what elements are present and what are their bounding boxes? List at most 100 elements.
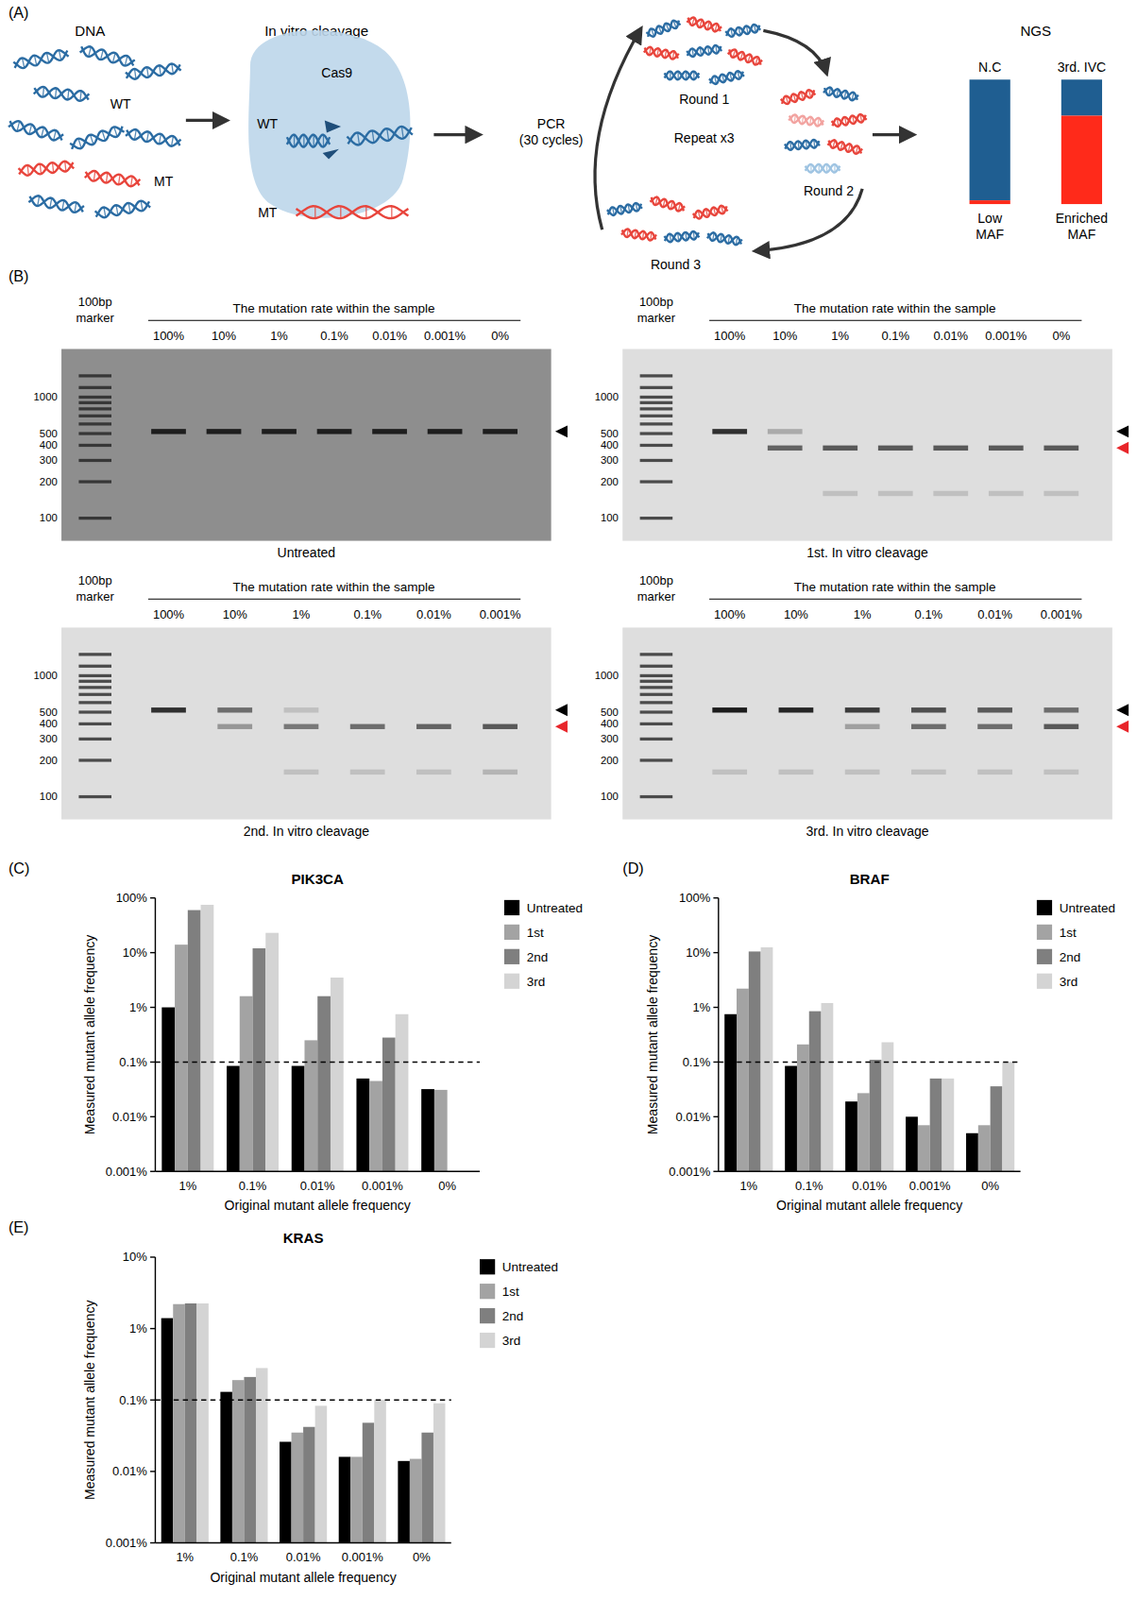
gel-header: The mutation rate within the sample (233, 301, 436, 316)
lane-label: 10% (783, 607, 809, 622)
helix-rung (387, 128, 390, 141)
bar (917, 1124, 931, 1171)
dna-helix (686, 16, 723, 34)
gel-band (1043, 445, 1079, 451)
label: LowMAF (975, 210, 1004, 242)
bar (239, 996, 254, 1172)
size-label: 400 (600, 439, 619, 451)
lane-label: 0.001% (424, 328, 466, 343)
helix-strand (79, 44, 136, 68)
legend-label: 3rd (1059, 974, 1079, 989)
gel-band (712, 707, 747, 713)
helix-strand (725, 23, 762, 38)
dna-helix (725, 23, 762, 38)
bar (330, 977, 344, 1171)
ladder-band (640, 373, 674, 377)
helix-rung (303, 135, 305, 148)
helix-strand (692, 204, 729, 221)
bar (187, 910, 202, 1172)
label-line: Enriched (1055, 210, 1108, 226)
lane-label: 1% (270, 328, 289, 343)
legend-swatch (479, 1332, 495, 1348)
gel-caption: 1st. In vitro cleavage (806, 544, 929, 561)
gel-band (977, 707, 1013, 713)
dna-helix (727, 48, 764, 68)
dna-helix (827, 138, 864, 155)
legend-swatch (1036, 949, 1053, 965)
band-arrow (1116, 441, 1129, 455)
label-line: 100bp (639, 573, 674, 588)
ladder-band (78, 479, 112, 483)
ladder-band (640, 516, 674, 520)
helix-strand (94, 199, 151, 220)
ladder-band (640, 407, 674, 410)
ladder-band (640, 652, 674, 656)
dna-helix (805, 164, 841, 173)
chart-title: PIK3CA (291, 870, 345, 887)
dna-helix (788, 114, 825, 128)
legend-label: 1st (526, 925, 544, 940)
lane-label: 0.1% (881, 328, 910, 343)
helix-strand (296, 205, 409, 219)
legend: Untreated1st2nd3rd (504, 899, 583, 989)
y-tick (712, 1116, 718, 1118)
legend-label: 3rd (526, 974, 546, 989)
helix-strand (607, 202, 644, 217)
size-label: 300 (600, 732, 619, 745)
size-label: 200 (600, 475, 619, 488)
dna-helix (831, 113, 867, 128)
helix-strand (686, 44, 723, 58)
dna-helix (68, 124, 125, 152)
flow-arrow (186, 118, 227, 122)
lane-label: 10% (222, 607, 248, 622)
ladder-band (640, 414, 674, 418)
bar (220, 1391, 233, 1544)
bar (433, 1403, 446, 1544)
helix-rung (372, 130, 374, 143)
gel-band (878, 491, 914, 496)
size-label: 100 (39, 511, 58, 524)
helix-strand (686, 44, 723, 58)
y-tick (150, 1061, 155, 1063)
helix-strand (664, 71, 700, 81)
y-tick-label: 10% (122, 945, 148, 960)
size-label: 200 (39, 475, 58, 488)
bar (226, 1066, 240, 1172)
dna-helix (649, 195, 686, 213)
bar (434, 1089, 448, 1171)
bar (317, 996, 331, 1172)
gel-band (988, 491, 1024, 496)
x-axis (718, 1170, 1021, 1172)
x-tick-label: 0% (438, 1178, 457, 1193)
gel-band (779, 707, 815, 713)
dna-helix (84, 169, 140, 188)
helix-strand (68, 124, 125, 152)
y-axis (717, 898, 719, 1172)
helix-strand (125, 62, 182, 81)
dna-helix (17, 160, 74, 177)
size-label: 1000 (33, 390, 58, 403)
bar (784, 1066, 798, 1172)
x-tick-label: 0.001% (909, 1178, 951, 1193)
legend-swatch (1036, 973, 1053, 989)
bar (243, 1376, 256, 1544)
size-label: 1000 (594, 390, 619, 403)
dna-helix (621, 228, 658, 242)
step-title: DNA (74, 22, 106, 39)
y-tick (150, 1006, 155, 1008)
gel-band (988, 445, 1024, 451)
label: Round 3 (650, 256, 701, 272)
bar (232, 1379, 245, 1543)
y-tick-label: 10% (122, 1249, 148, 1264)
ladder-band (640, 431, 674, 435)
legend-label: Untreated (526, 900, 583, 916)
gel-band (845, 707, 881, 713)
x-tick-label: 0.01% (300, 1178, 336, 1193)
ladder-band (640, 795, 674, 798)
gel-band (482, 769, 518, 775)
helix-strand (621, 228, 658, 242)
helix-strand (692, 204, 729, 221)
legend: Untreated1st2nd3rd (479, 1258, 559, 1348)
helix-strand (784, 139, 820, 152)
gel-band (822, 445, 858, 451)
